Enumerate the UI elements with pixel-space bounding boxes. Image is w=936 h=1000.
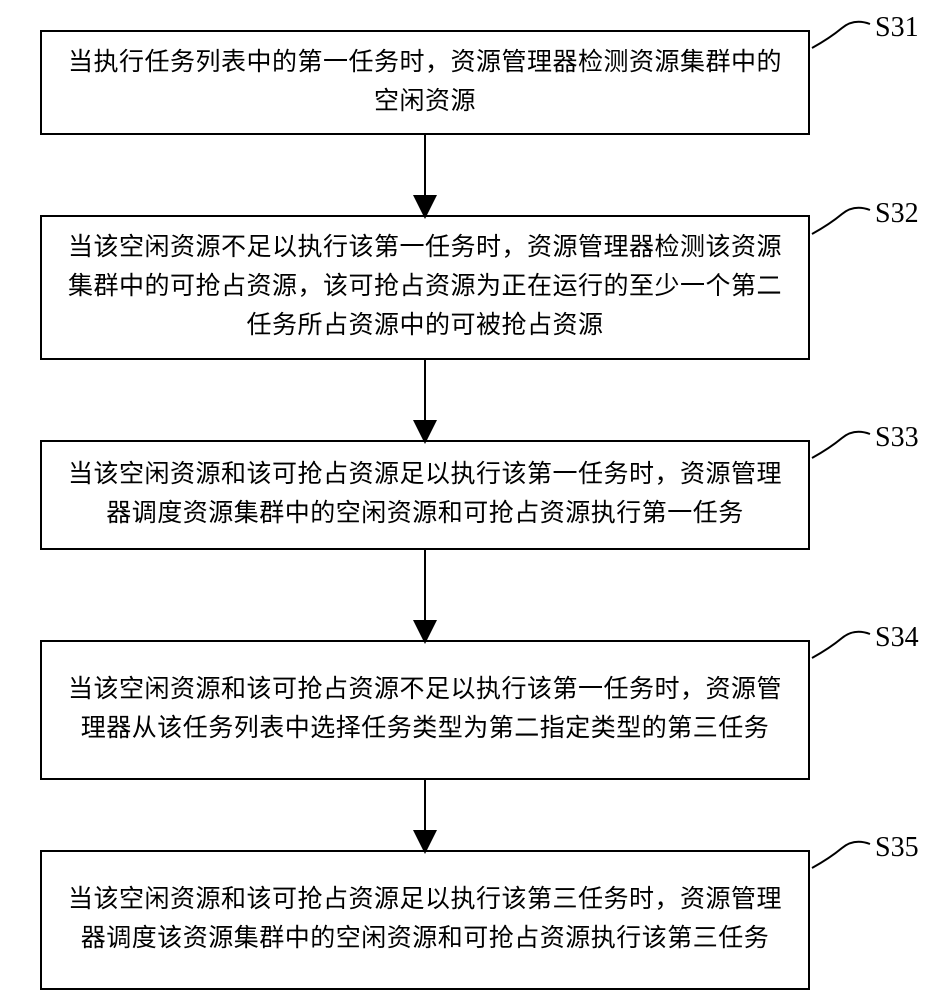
step-box-s32: 当该空闲资源不足以执行该第一任务时，资源管理器检测该资源集群中的可抢占资源，该可… <box>40 215 810 360</box>
label-tick-s35 <box>812 842 870 868</box>
step-label-s33: S33 <box>875 422 919 454</box>
step-text: 当该空闲资源和该可抢占资源足以执行该第一任务时，资源管理器调度资源集群中的空闲资… <box>62 456 788 534</box>
step-box-s35: 当该空闲资源和该可抢占资源足以执行该第三任务时，资源管理器调度该资源集群中的空闲… <box>40 850 810 990</box>
step-label-s35: S35 <box>875 832 919 864</box>
flowchart-canvas: 当执行任务列表中的第一任务时，资源管理器检测资源集群中的空闲资源 S31 当该空… <box>0 0 936 1000</box>
label-tick-s33 <box>812 432 870 458</box>
step-label-s31: S31 <box>875 12 919 44</box>
label-tick-s31 <box>812 22 870 48</box>
step-text: 当该空闲资源和该可抢占资源不足以执行该第一任务时，资源管理器从该任务列表中选择任… <box>62 671 788 749</box>
step-text: 当该空闲资源和该可抢占资源足以执行该第三任务时，资源管理器调度该资源集群中的空闲… <box>62 881 788 959</box>
label-tick-s32 <box>812 208 870 234</box>
step-label-s34: S34 <box>875 622 919 654</box>
step-box-s31: 当执行任务列表中的第一任务时，资源管理器检测资源集群中的空闲资源 <box>40 30 810 135</box>
step-label-s32: S32 <box>875 198 919 230</box>
step-text: 当该空闲资源不足以执行该第一任务时，资源管理器检测该资源集群中的可抢占资源，该可… <box>62 229 788 345</box>
label-tick-s34 <box>812 632 870 658</box>
step-box-s33: 当该空闲资源和该可抢占资源足以执行该第一任务时，资源管理器调度资源集群中的空闲资… <box>40 440 810 550</box>
step-box-s34: 当该空闲资源和该可抢占资源不足以执行该第一任务时，资源管理器从该任务列表中选择任… <box>40 640 810 780</box>
step-text: 当执行任务列表中的第一任务时，资源管理器检测资源集群中的空闲资源 <box>62 44 788 122</box>
